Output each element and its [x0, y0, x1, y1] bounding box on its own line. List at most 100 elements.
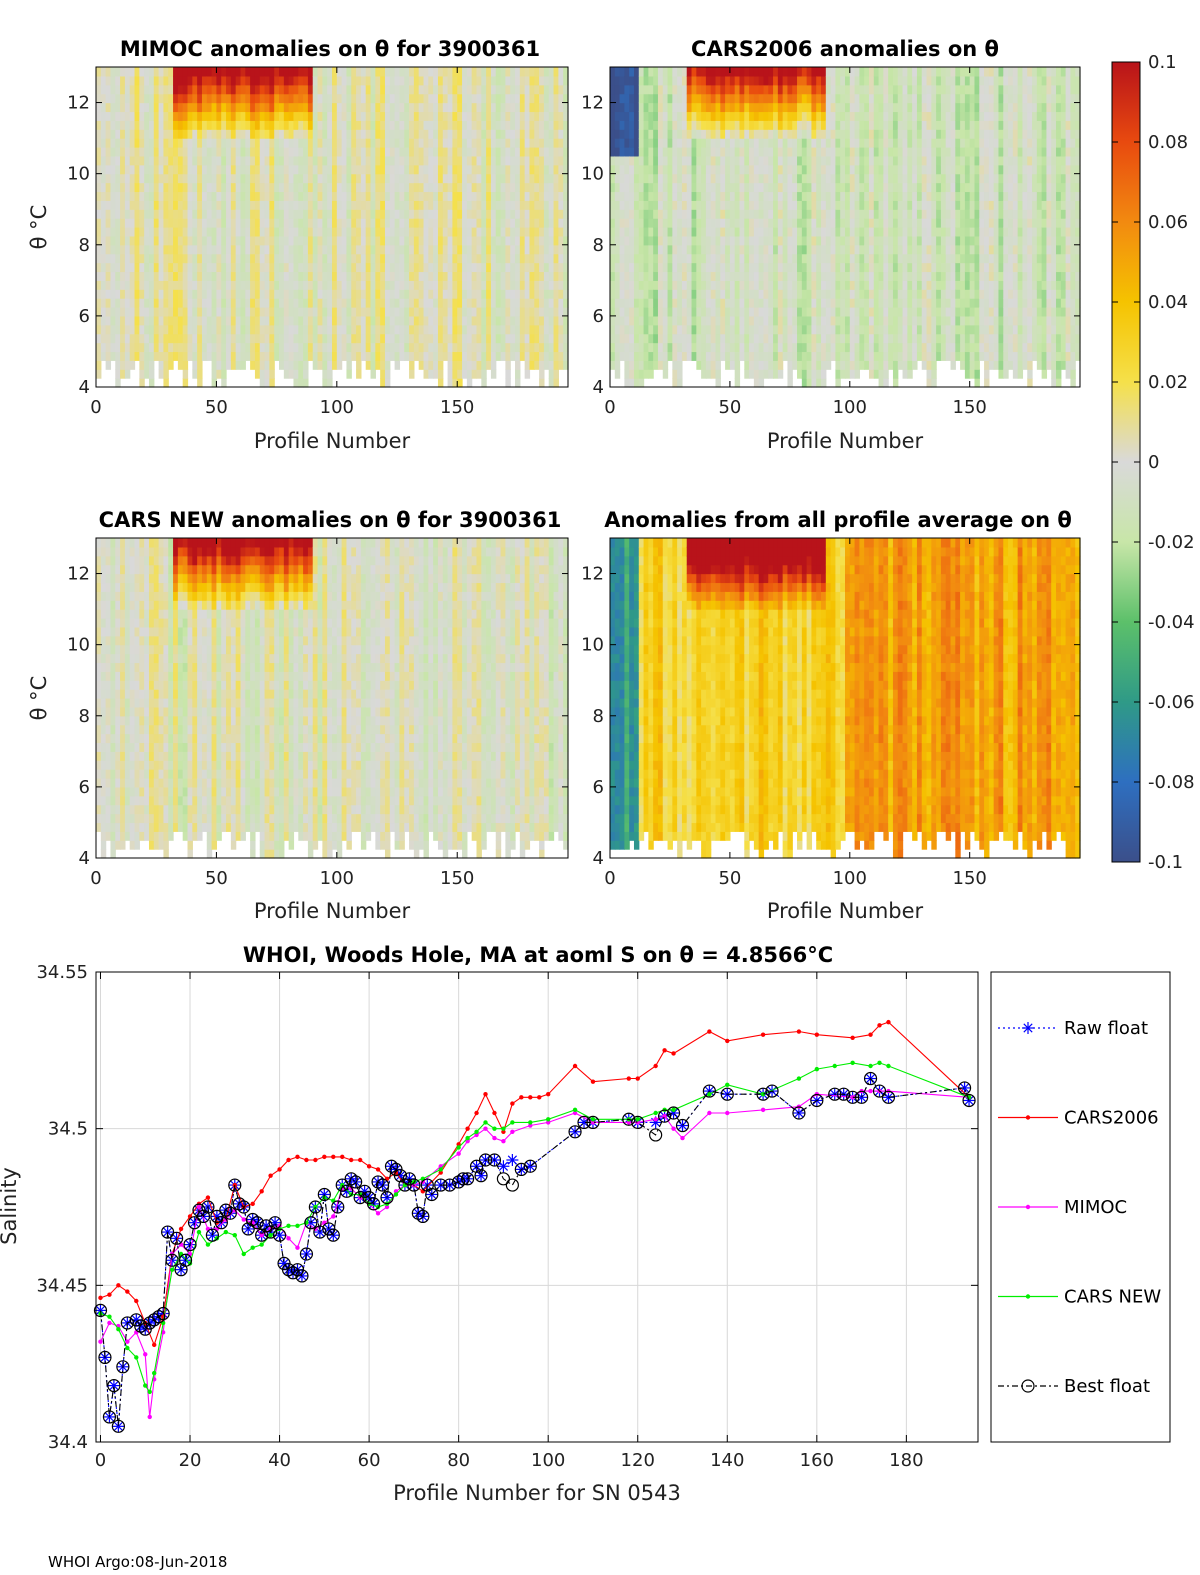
- heatmap-cell: [110, 244, 116, 255]
- heatmap-cell: [346, 173, 352, 184]
- heatmap-cell: [298, 342, 304, 353]
- heatmap-cell: [221, 164, 227, 175]
- heatmap-cell: [558, 138, 564, 148]
- heatmap-cell: [274, 218, 280, 228]
- heatmap-cell: [782, 253, 789, 264]
- heatmap-cell: [452, 227, 458, 237]
- heatmap-cell: [394, 67, 401, 77]
- heatmap-cell: [341, 102, 348, 113]
- heatmap-cell: [437, 342, 444, 353]
- heatmap-cell: [691, 253, 697, 264]
- heatmap-cell: [715, 191, 721, 201]
- heatmap-cell: [758, 164, 765, 175]
- heatmap-cell: [182, 218, 189, 228]
- heatmap-cell: [486, 235, 492, 246]
- heatmap-cell: [792, 235, 798, 246]
- heatmap-cell: [139, 289, 145, 299]
- heatmap-cell: [322, 280, 328, 290]
- heatmap-cell: [360, 289, 367, 299]
- heatmap-cell: [667, 93, 673, 104]
- heatmap-cell: [380, 84, 386, 95]
- heatmap-cell: [792, 280, 798, 290]
- heatmap-cell: [351, 271, 357, 281]
- heatmap-cell: [240, 351, 246, 361]
- heatmap-cell: [763, 67, 769, 77]
- heatmap-cell: [500, 227, 506, 237]
- heatmap-cell: [515, 351, 521, 361]
- heatmap-cell: [811, 67, 817, 77]
- heatmap-cell: [495, 315, 502, 326]
- heatmap-cell: [753, 164, 760, 175]
- heatmap-cell: [534, 360, 540, 370]
- heatmap-cell: [563, 173, 569, 184]
- heatmap-cell: [558, 289, 564, 299]
- heatmap-cell: [619, 209, 625, 219]
- heatmap-cell: [100, 120, 107, 130]
- heatmap-cell: [462, 102, 468, 113]
- heatmap-cell: [629, 129, 635, 139]
- heatmap-cell: [274, 191, 280, 201]
- heatmap-cell: [466, 182, 473, 193]
- heatmap-cell: [100, 253, 107, 264]
- heatmap-cell: [153, 209, 160, 219]
- heatmap-cell: [490, 129, 497, 139]
- heatmap-cell: [279, 253, 285, 264]
- heatmap-cell: [710, 342, 717, 353]
- heatmap-cell: [643, 315, 649, 326]
- heatmap-cell: [346, 147, 352, 157]
- heatmap-cell: [821, 218, 827, 228]
- heatmap-cell: [230, 218, 237, 228]
- heatmap-cell: [701, 182, 707, 193]
- heatmap-cell: [182, 200, 189, 210]
- heatmap-cell: [806, 333, 813, 344]
- heatmap-cell: [490, 182, 497, 193]
- heatmap-cell: [173, 262, 179, 273]
- heatmap-cell: [662, 120, 669, 130]
- heatmap-cell: [360, 307, 367, 317]
- heatmap-cell: [115, 182, 121, 193]
- heatmap-cell: [110, 218, 116, 228]
- heatmap-cell: [211, 218, 218, 228]
- heatmap-cell: [211, 360, 218, 370]
- heatmap-cell: [763, 191, 769, 201]
- heatmap-cell: [423, 298, 429, 308]
- heatmap-cell: [519, 129, 526, 139]
- heatmap-cell: [563, 164, 569, 175]
- heatmap-cell: [452, 298, 458, 308]
- heatmap-cell: [792, 298, 798, 308]
- heatmap-cell: [139, 262, 145, 273]
- heatmap-cell: [298, 191, 304, 201]
- heatmap-cell: [519, 271, 526, 281]
- heatmap-cell: [653, 102, 659, 113]
- heatmap-cell: [303, 262, 309, 273]
- heatmap-cell: [753, 360, 760, 370]
- heatmap-cell: [729, 102, 736, 113]
- heatmap-cell: [356, 67, 362, 77]
- heatmap-cell: [404, 262, 410, 273]
- heatmap-cell: [279, 262, 285, 273]
- heatmap-cell: [457, 138, 463, 148]
- heatmap-cell: [211, 271, 218, 281]
- heatmap-cell: [346, 227, 352, 237]
- heatmap-cell: [653, 209, 659, 219]
- heatmap-cell: [404, 333, 410, 344]
- heatmap-cell: [624, 155, 630, 166]
- heatmap-cell: [288, 342, 295, 353]
- heatmap-cell: [821, 315, 827, 326]
- heatmap-cell: [524, 67, 531, 77]
- heatmap-cell: [332, 315, 338, 326]
- heatmap-cell: [677, 333, 683, 344]
- heatmap-cell: [749, 155, 755, 166]
- heatmap-cell: [409, 67, 415, 77]
- heatmap-cell: [471, 262, 478, 273]
- heatmap-cell: [399, 67, 405, 77]
- heatmap-cell: [505, 191, 511, 201]
- heatmap-cell: [662, 111, 669, 121]
- heatmap-cell: [806, 342, 813, 353]
- heatmap-cell: [729, 280, 736, 290]
- heatmap-cell: [519, 75, 526, 86]
- heatmap-cell: [490, 191, 497, 201]
- heatmap-cell: [173, 307, 179, 317]
- heatmap-cell: [360, 244, 367, 255]
- heatmap-cell: [177, 191, 184, 201]
